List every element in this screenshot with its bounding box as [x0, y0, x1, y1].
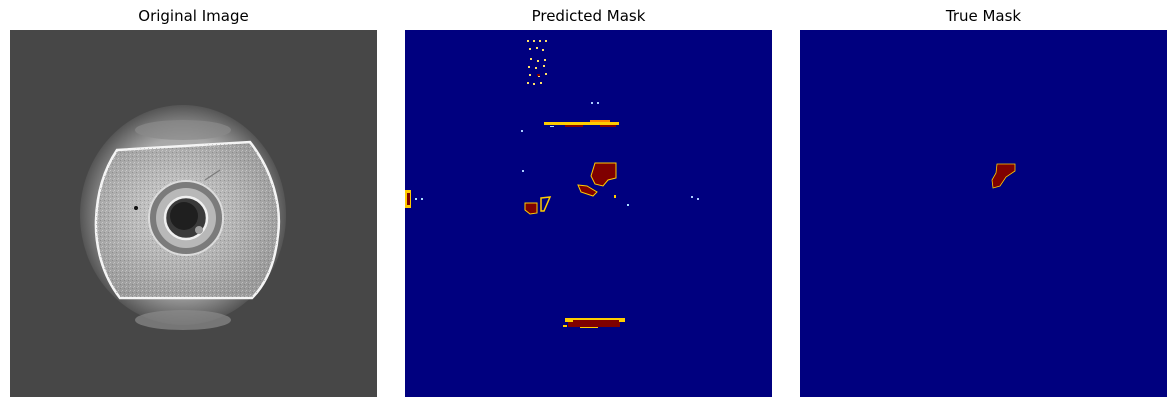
predicted-streak-lower — [563, 318, 625, 328]
true-mask-title: True Mask — [945, 7, 1022, 25]
predicted-streak-upper — [544, 120, 619, 127]
true-mask — [800, 30, 1167, 397]
true-defect-region — [991, 163, 1016, 189]
predicted-defect-left — [524, 202, 538, 215]
predicted-edge-left — [405, 190, 423, 208]
predicted-defect-main — [590, 162, 617, 187]
original-image — [10, 30, 377, 397]
predicted-mask — [405, 30, 772, 397]
original-image-panel — [10, 30, 377, 397]
predicted-mask-title: Predicted Mask — [531, 7, 646, 25]
predicted-defect-secondary — [577, 184, 598, 197]
part-dark-spot — [134, 206, 138, 210]
true-mask-panel — [800, 30, 1167, 397]
predicted-noise-top — [527, 40, 547, 85]
predicted-mask-panel — [405, 30, 772, 397]
original-image-title: Original Image — [138, 7, 249, 25]
